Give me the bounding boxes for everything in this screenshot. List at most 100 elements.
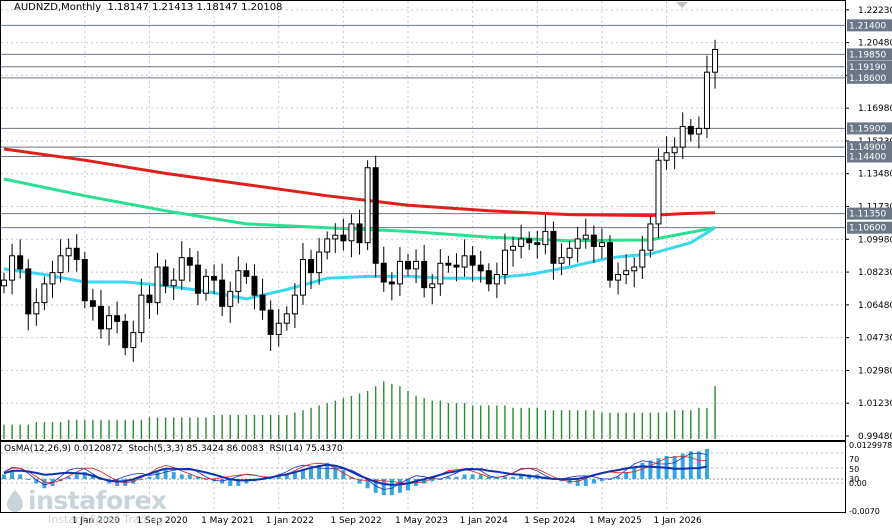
y-tick-label: 1.06480 <box>858 301 892 311</box>
candle-body <box>122 320 129 349</box>
price-level-label: 1.15900 <box>849 124 886 134</box>
candle-body <box>421 260 428 289</box>
candle-body <box>445 262 452 266</box>
osma-bar <box>365 479 370 489</box>
osma-bar <box>656 458 661 479</box>
osma-bar <box>446 476 451 479</box>
candle-body <box>518 238 525 247</box>
candle-body <box>219 279 226 307</box>
candle-body <box>340 234 347 242</box>
candle-body <box>65 247 72 257</box>
y-tick-label: 1.13480 <box>858 170 892 180</box>
x-tick-label: 1 May 2021 <box>201 516 254 526</box>
x-tick-label: 1 May 2023 <box>395 516 448 526</box>
instaforex-logo: instaforex Instant Forex Trading <box>6 486 167 526</box>
osc-tick-label: 70 <box>849 455 859 464</box>
candle-body <box>106 315 113 330</box>
candle-body <box>146 294 153 304</box>
candle-body <box>114 315 121 322</box>
x-tick-label: 1 Jan 2026 <box>654 516 702 526</box>
candle-body <box>73 247 80 261</box>
osma-bar <box>486 476 491 479</box>
candle-body <box>437 262 444 285</box>
osma-bar <box>309 467 314 479</box>
osma-bar <box>163 469 168 479</box>
osma-bar <box>179 474 184 479</box>
candle-body <box>186 257 193 266</box>
price-level-label: 1.21400 <box>849 21 886 31</box>
candle-body <box>178 257 185 281</box>
candle-body <box>582 234 589 240</box>
candle-body <box>372 167 379 264</box>
candle-body <box>574 238 581 249</box>
price-level-label-box <box>847 60 892 73</box>
candle-body <box>291 294 298 315</box>
x-tick-label: 1 Jan 2020 <box>72 516 120 526</box>
osma-bar <box>397 479 402 493</box>
candle-body <box>25 268 32 315</box>
osma-bar <box>672 455 677 479</box>
indicator-header: OsMA(12,26,9) 0.0120872 Stoch(5,3,3) 85.… <box>4 444 343 454</box>
candle-body <box>170 279 177 287</box>
osma-bar <box>66 476 71 479</box>
candle-body <box>558 257 565 264</box>
candle-body <box>639 249 646 268</box>
osma-bar <box>519 474 524 479</box>
candle-body <box>283 313 290 324</box>
ohlc-values: 1.18147 1.21413 1.18147 1.20108 <box>107 2 283 13</box>
candle-body <box>453 264 460 268</box>
osma-bar <box>155 472 160 479</box>
candle-body <box>388 281 395 285</box>
osma-bar <box>42 479 47 489</box>
candle-body <box>162 266 169 287</box>
osma-bar <box>187 474 192 479</box>
y-tick-label: 1.22230 <box>858 6 892 16</box>
candle-body <box>534 242 541 246</box>
candle-body <box>97 305 104 330</box>
x-tick-label: 1 Jan 2024 <box>460 516 508 526</box>
y-tick-label: 0.99480 <box>858 432 892 442</box>
osma-bar <box>438 479 443 480</box>
candle-body <box>259 294 266 311</box>
candle-body <box>607 242 613 281</box>
candle-body <box>647 223 654 251</box>
candle-body <box>130 332 137 349</box>
shift-marker-icon <box>676 2 688 8</box>
osma-bar <box>648 460 653 479</box>
candle-body <box>396 260 403 285</box>
osma-bar <box>608 479 612 480</box>
price-level-label-box <box>847 141 892 154</box>
osc-tick-label: 50 <box>849 465 859 474</box>
osma-bar <box>244 479 249 484</box>
candle-body <box>324 238 331 253</box>
candle-body <box>1 279 7 287</box>
symbol-label: AUDNZD,Monthly <box>14 2 102 13</box>
osma-bar <box>292 472 297 479</box>
candle-body <box>655 159 662 225</box>
osma-bar <box>228 479 233 486</box>
osma-bar <box>236 479 241 486</box>
candle-body <box>299 259 306 296</box>
osma-bar <box>406 479 410 491</box>
x-tick-label: 1 Sep 2020 <box>136 516 188 526</box>
candle-body <box>89 300 96 307</box>
candle-body <box>510 245 517 251</box>
osma-bar <box>430 479 435 482</box>
candle-body <box>413 260 420 270</box>
price-level-label: 1.14900 <box>849 143 886 153</box>
osma-bar <box>147 476 152 479</box>
price-level-label: 1.10600 <box>849 224 886 234</box>
candle-body <box>566 247 573 259</box>
candle-body <box>429 283 436 289</box>
osma-bar <box>624 472 629 479</box>
candle-body <box>316 251 323 274</box>
price-level-label: 1.18600 <box>849 74 886 84</box>
price-level-label-box <box>847 19 892 32</box>
osma-bar <box>381 479 386 496</box>
osma-bar <box>171 472 176 479</box>
osma-bar <box>74 474 79 479</box>
candle-body <box>227 290 234 307</box>
candle-body <box>41 283 48 304</box>
candle-body <box>356 223 363 244</box>
